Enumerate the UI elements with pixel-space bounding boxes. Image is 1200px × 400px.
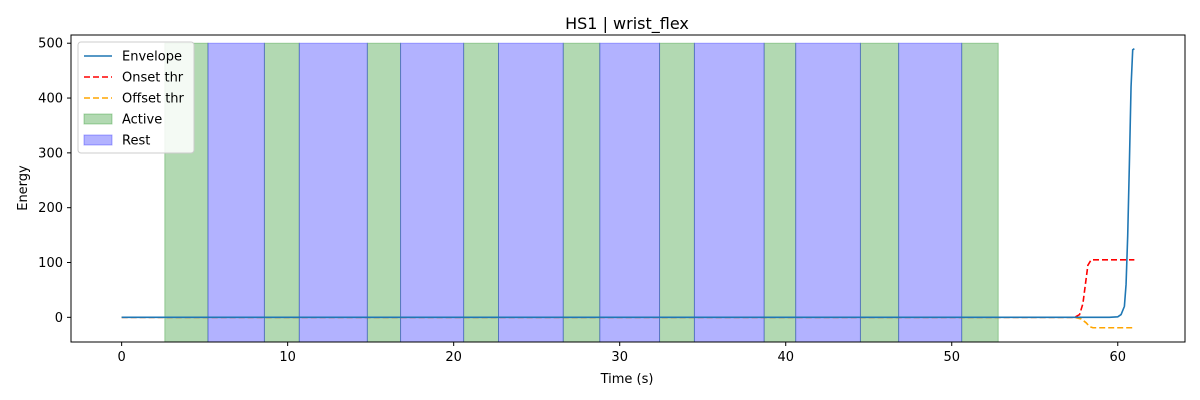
active-span-7 — [763, 42, 797, 343]
active-span-6 — [659, 42, 695, 343]
legend-swatch-active — [83, 113, 113, 125]
x-tick-label: 50 — [943, 350, 960, 365]
plot-frame — [70, 34, 1186, 343]
rest-span-5 — [599, 42, 661, 343]
y-tick-label: 200 — [38, 201, 63, 216]
rest-span-3 — [400, 42, 465, 343]
series-lines — [121, 48, 1135, 329]
rest-span-7 — [795, 42, 861, 343]
active-span-3 — [366, 42, 402, 343]
x-tick-label: 0 — [117, 350, 125, 365]
rest-span-2 — [298, 42, 368, 343]
phase-spans — [164, 42, 999, 343]
x-tick-label: 10 — [279, 350, 296, 365]
active-span-5 — [562, 42, 601, 343]
active-span-2 — [263, 42, 300, 343]
rest-span-6 — [693, 42, 765, 343]
x-axis-label: Time (s) — [600, 372, 654, 387]
y-tick-label: 300 — [38, 146, 63, 161]
legend-label-onset-thr: Onset thr — [122, 71, 184, 86]
legend: Envelope Onset thr Offset thr Active Rest — [77, 41, 195, 154]
active-span-4 — [463, 42, 500, 343]
active-span-8 — [859, 42, 900, 343]
x-tick-label: 40 — [777, 350, 794, 365]
legend-label-envelope: Envelope — [122, 50, 182, 65]
series-line-offset-thr — [121, 316, 1135, 329]
y-axis-label: Energy — [16, 165, 31, 211]
y-axis-ticks: 0 100 200 300 400 500 — [38, 37, 71, 326]
legend-box — [77, 41, 195, 154]
y-tick-label: 100 — [38, 256, 63, 271]
chart-title: HS1 | wrist_flex — [565, 14, 689, 34]
y-tick-label: 500 — [38, 37, 63, 52]
x-tick-label: 60 — [1109, 350, 1126, 365]
series-line-envelope — [121, 48, 1135, 319]
x-tick-label: 30 — [611, 350, 628, 365]
legend-swatch-rest — [83, 134, 113, 146]
active-span-9 — [961, 42, 999, 343]
x-axis-ticks: 0 10 20 30 40 50 60 — [117, 342, 1126, 365]
legend-label-offset-thr: Offset thr — [122, 92, 185, 107]
y-tick-label: 0 — [55, 311, 63, 326]
y-tick-label: 400 — [38, 92, 63, 107]
rest-span-4 — [498, 42, 564, 343]
x-tick-label: 20 — [445, 350, 462, 365]
rest-span-1 — [207, 42, 265, 343]
legend-label-active: Active — [122, 113, 162, 128]
rest-span-8 — [898, 42, 963, 343]
legend-label-rest: Rest — [122, 134, 150, 149]
